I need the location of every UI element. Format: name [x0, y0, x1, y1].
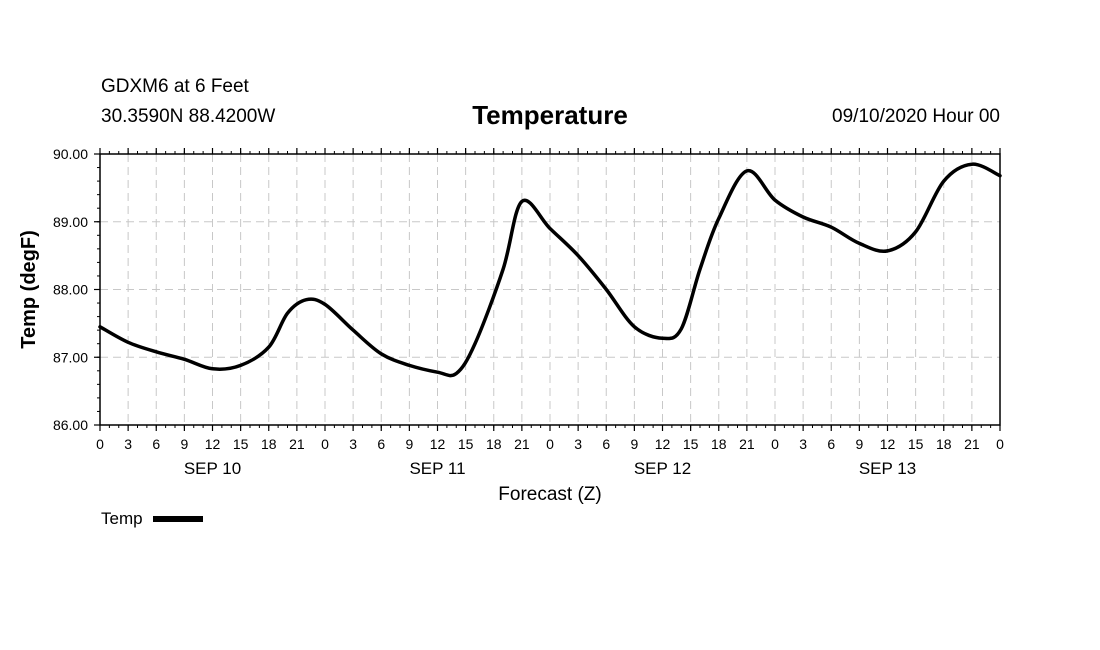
grid-layer	[100, 154, 1000, 425]
x-tick-label: 18	[486, 436, 502, 452]
day-label: SEP 11	[409, 459, 465, 478]
y-tick-label: 89.00	[53, 214, 88, 230]
x-tick-label: 0	[546, 436, 554, 452]
legend: Temp	[101, 509, 203, 529]
day-label: SEP 13	[859, 459, 916, 478]
x-tick-label: 6	[602, 436, 610, 452]
x-tick-label: 12	[205, 436, 221, 452]
plot-frame	[99, 153, 1001, 426]
x-tick-label: 18	[261, 436, 277, 452]
x-tick-label: 12	[880, 436, 896, 452]
x-tick-label: 6	[152, 436, 160, 452]
x-tick-label: 6	[377, 436, 385, 452]
x-tick-label: 21	[289, 436, 305, 452]
x-axis-label: Forecast (Z)	[498, 484, 601, 505]
series-line-temp	[98, 162, 1002, 378]
y-tick-label: 86.00	[53, 417, 88, 433]
x-tick-label: 12	[430, 436, 446, 452]
x-tick-label: 15	[683, 436, 699, 452]
station-label: GDXM6 at 6 Feet	[101, 76, 249, 97]
x-tick-label: 3	[574, 436, 582, 452]
x-tick-label: 15	[458, 436, 474, 452]
x-tick-label: 12	[655, 436, 671, 452]
x-tick-label: 21	[739, 436, 755, 452]
x-tick-label: 6	[827, 436, 835, 452]
x-tick-label: 0	[321, 436, 329, 452]
y-axis-label: Temp (degF)	[18, 230, 40, 349]
x-tick-label: 21	[514, 436, 530, 452]
y-tick-label: 88.00	[53, 282, 88, 298]
legend-swatch-temp	[152, 516, 203, 522]
x-tick-label: 3	[124, 436, 132, 452]
y-tick-label: 87.00	[53, 349, 88, 365]
series-layer	[98, 162, 1002, 378]
labels-layer: 86.00 87.00 88.00 89.00 90.00 0 3 6 9 12 15 18 21 0 3 6…	[53, 146, 1004, 478]
forecast-date-label: 09/10/2020 Hour 00	[832, 106, 1000, 127]
x-tick-label: 9	[405, 436, 413, 452]
x-tick-label: 0	[96, 436, 104, 452]
coordinates-label: 30.3590N 88.4200W	[101, 106, 276, 127]
x-tick-label: 15	[908, 436, 924, 452]
x-tick-label: 9	[180, 436, 188, 452]
x-tick-label: 9	[630, 436, 638, 452]
x-tick-label: 0	[771, 436, 779, 452]
x-tick-label: 18	[711, 436, 727, 452]
y-tick-label: 90.00	[53, 146, 88, 162]
x-tick-label: 9	[855, 436, 863, 452]
x-tick-label: 3	[349, 436, 357, 452]
day-label: SEP 10	[184, 459, 241, 478]
x-tick-label: 21	[964, 436, 980, 452]
x-tick-label: 3	[799, 436, 807, 452]
legend-label-temp: Temp	[101, 509, 143, 528]
day-label: SEP 12	[634, 459, 691, 478]
chart-title: Temperature	[472, 100, 628, 130]
x-tick-label: 18	[936, 436, 952, 452]
x-tick-label: 15	[233, 436, 249, 452]
x-tick-label: 0	[996, 436, 1004, 452]
